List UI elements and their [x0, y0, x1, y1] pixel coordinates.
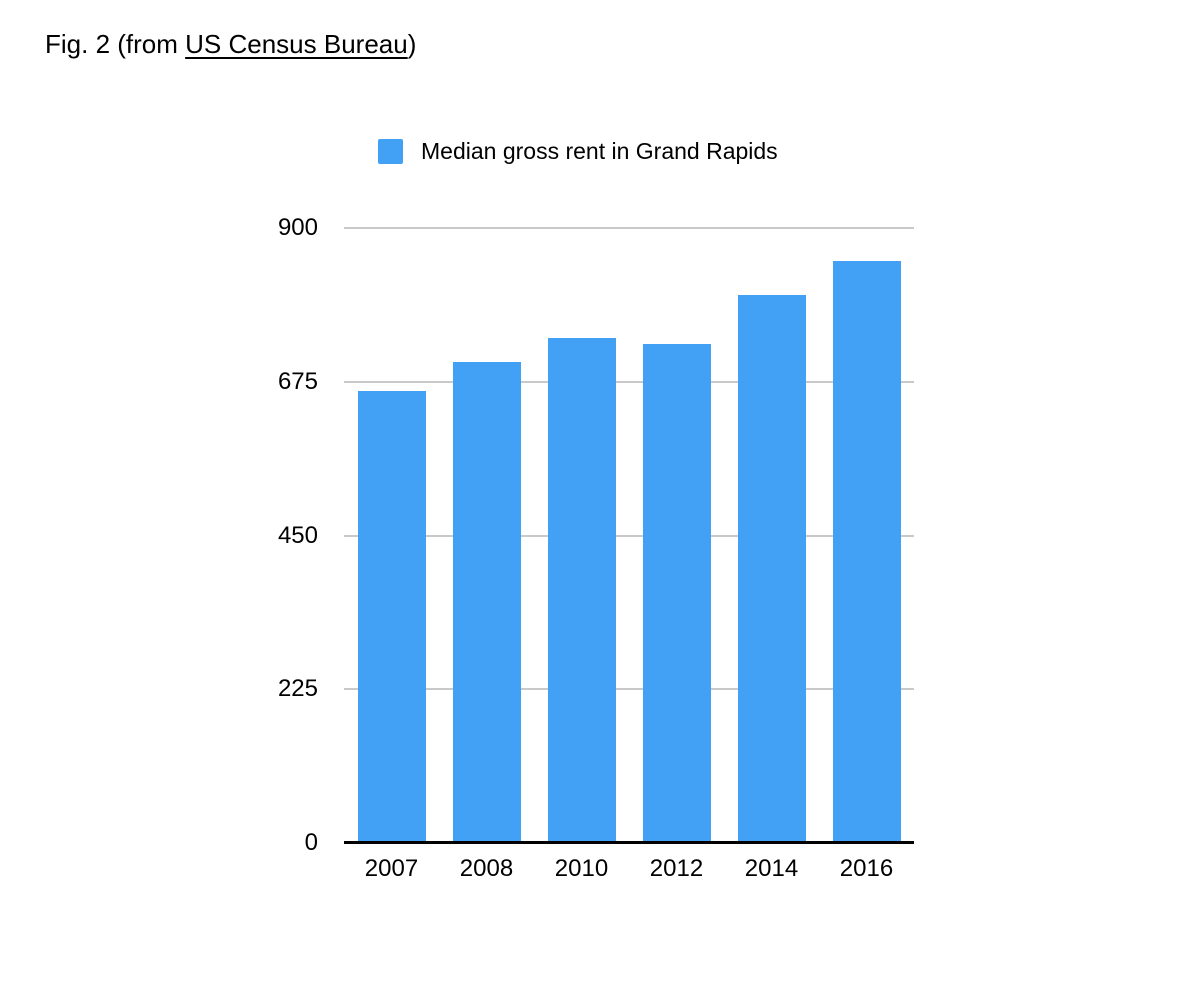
bar-2016 [832, 261, 901, 842]
gridline [344, 688, 914, 691]
figure-title-suffix: ) [407, 29, 417, 59]
x-axis-label: 2007 [364, 855, 419, 882]
bar-2007 [357, 391, 426, 842]
y-tick-label: 900 [277, 214, 318, 241]
census-bureau-link[interactable]: US Census Bureau [185, 29, 408, 59]
figure-title-prefix: Fig. 2 (from [45, 29, 186, 59]
x-axis-label: 2008 [459, 855, 514, 882]
x-axis-label: 2010 [554, 855, 609, 882]
plot-area: 2007 2008 2010 2012 2014 2016 [344, 227, 914, 882]
legend-swatch [378, 139, 403, 164]
x-axis-label: 2016 [839, 855, 894, 882]
y-axis: 900 675 450 225 0 [0, 214, 318, 856]
x-axis-baseline [344, 841, 914, 844]
gridline [344, 380, 914, 383]
bar-2008 [452, 361, 521, 842]
bar-2014 [737, 295, 806, 842]
legend-label: Median gross rent in Grand Rapids [421, 138, 778, 164]
y-tick-label: 675 [277, 367, 318, 395]
y-tick-label: 225 [277, 675, 318, 703]
x-axis-label: 2012 [649, 855, 704, 882]
gridline [344, 534, 914, 537]
bar-2012 [642, 343, 711, 842]
gridline [344, 227, 914, 229]
y-tick-label: 0 [304, 829, 318, 856]
legend: Median gross rent in Grand Rapids [378, 138, 778, 165]
y-tick-label: 450 [277, 521, 318, 549]
figure-title: Fig. 2 (from US Census Bureau) [45, 28, 416, 60]
x-axis-label: 2014 [744, 855, 799, 882]
bar-2010 [547, 338, 616, 842]
